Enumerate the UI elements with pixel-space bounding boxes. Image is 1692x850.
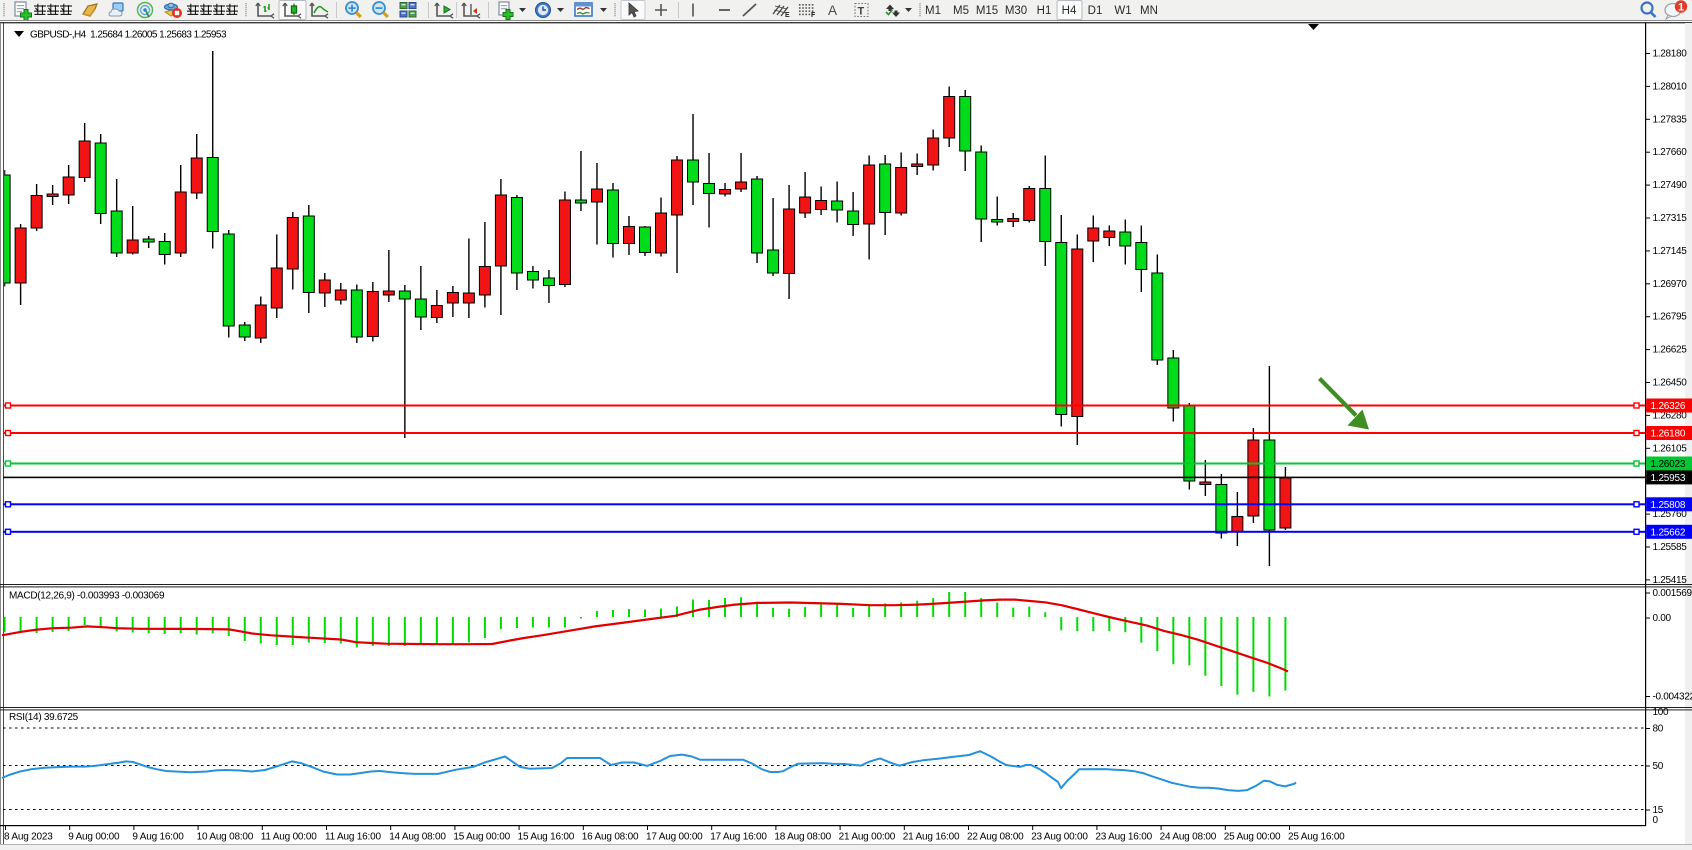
svg-text:1: 1 <box>1678 2 1684 14</box>
svg-text:1.25662: 1.25662 <box>1651 527 1686 538</box>
svg-text:1.25808: 1.25808 <box>1651 500 1686 511</box>
svg-text:1.25585: 1.25585 <box>1653 542 1688 553</box>
svg-text:MN: MN <box>1140 5 1158 17</box>
svg-text:1.27490: 1.27490 <box>1653 180 1688 191</box>
svg-text:1.26280: 1.26280 <box>1653 410 1688 421</box>
svg-text:17 Aug 16:00: 17 Aug 16:00 <box>710 832 767 843</box>
svg-text:15: 15 <box>1653 805 1664 816</box>
svg-text:22 Aug 08:00: 22 Aug 08:00 <box>967 832 1024 843</box>
svg-text:M1: M1 <box>925 5 941 17</box>
svg-text:0.00: 0.00 <box>1653 613 1672 624</box>
svg-text:1.26326: 1.26326 <box>1651 401 1686 412</box>
svg-text:23 Aug 16:00: 23 Aug 16:00 <box>1095 832 1152 843</box>
svg-text:M5: M5 <box>953 5 969 17</box>
svg-text:25 Aug 00:00: 25 Aug 00:00 <box>1224 832 1281 843</box>
svg-text:1.26023: 1.26023 <box>1651 459 1686 470</box>
svg-text:100: 100 <box>1653 707 1670 718</box>
svg-text:50: 50 <box>1653 761 1664 772</box>
svg-text:RSI(14) 39.6725: RSI(14) 39.6725 <box>9 712 79 723</box>
svg-text:H1: H1 <box>1037 5 1052 17</box>
svg-text:11 Aug 00:00: 11 Aug 00:00 <box>261 832 317 843</box>
svg-text:MACD(12,26,9) -0.003993 -0.003: MACD(12,26,9) -0.003993 -0.003069 <box>9 591 165 602</box>
svg-text:14 Aug 08:00: 14 Aug 08:00 <box>389 832 446 843</box>
svg-text:H4: H4 <box>1062 5 1077 17</box>
svg-text:M30: M30 <box>1005 5 1027 17</box>
svg-text:17 Aug 00:00: 17 Aug 00:00 <box>646 832 703 843</box>
svg-text:11 Aug 16:00: 11 Aug 16:00 <box>325 832 381 843</box>
svg-text:24 Aug 08:00: 24 Aug 08:00 <box>1160 832 1217 843</box>
svg-text:1.28010: 1.28010 <box>1653 81 1688 92</box>
svg-text:D1: D1 <box>1088 5 1103 17</box>
svg-text:21 Aug 16:00: 21 Aug 16:00 <box>903 832 960 843</box>
svg-text:E: E <box>785 12 790 19</box>
svg-text:1.27315: 1.27315 <box>1653 213 1688 224</box>
svg-text:1.27660: 1.27660 <box>1653 147 1688 158</box>
svg-text:F: F <box>811 12 816 19</box>
svg-text:W1: W1 <box>1114 5 1131 17</box>
svg-text:A: A <box>828 3 837 18</box>
svg-text:25 Aug 16:00: 25 Aug 16:00 <box>1288 832 1345 843</box>
svg-text:18 Aug 08:00: 18 Aug 08:00 <box>774 832 831 843</box>
svg-text:GBPUSD-,H4 1.25684 1.26005 1.: GBPUSD-,H4 1.25684 1.26005 1.25683 1.259… <box>30 30 227 41</box>
svg-text:1.26970: 1.26970 <box>1653 279 1688 290</box>
svg-text:0: 0 <box>1653 815 1659 826</box>
svg-text:1.26625: 1.26625 <box>1653 345 1688 356</box>
svg-text:1.26450: 1.26450 <box>1653 378 1688 389</box>
svg-text:-0.004322: -0.004322 <box>1653 692 1692 703</box>
svg-text:9 Aug 00:00: 9 Aug 00:00 <box>68 832 120 843</box>
svg-text:1.26795: 1.26795 <box>1653 312 1688 323</box>
svg-text:1.25760: 1.25760 <box>1653 509 1688 520</box>
svg-text:M15: M15 <box>976 5 998 17</box>
svg-text:1.26180: 1.26180 <box>1651 429 1686 440</box>
svg-text:0.001569: 0.001569 <box>1653 588 1692 599</box>
svg-text:1.25953: 1.25953 <box>1651 473 1686 484</box>
svg-text:23 Aug 00:00: 23 Aug 00:00 <box>1031 832 1088 843</box>
svg-text:1.28180: 1.28180 <box>1653 49 1688 60</box>
svg-text:T: T <box>858 6 865 18</box>
svg-text:1.26105: 1.26105 <box>1653 443 1688 454</box>
svg-text:1.25415: 1.25415 <box>1653 575 1688 586</box>
svg-text:1.27145: 1.27145 <box>1653 246 1688 257</box>
svg-text:15 Aug 16:00: 15 Aug 16:00 <box>518 832 575 843</box>
svg-text:1.27835: 1.27835 <box>1653 114 1688 125</box>
svg-text:10 Aug 08:00: 10 Aug 08:00 <box>197 832 254 843</box>
svg-text:16 Aug 08:00: 16 Aug 08:00 <box>582 832 639 843</box>
svg-text:21 Aug 00:00: 21 Aug 00:00 <box>839 832 896 843</box>
svg-text:15 Aug 00:00: 15 Aug 00:00 <box>453 832 510 843</box>
svg-text:80: 80 <box>1653 724 1664 735</box>
svg-text:9 Aug 16:00: 9 Aug 16:00 <box>132 832 184 843</box>
svg-text:8 Aug 2023: 8 Aug 2023 <box>4 832 53 843</box>
